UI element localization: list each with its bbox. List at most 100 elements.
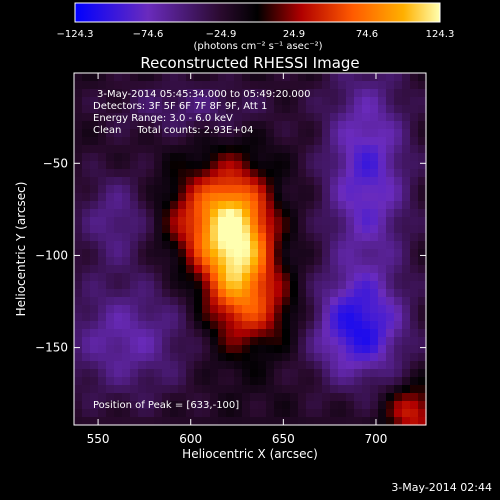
- heatmap-cell: [186, 121, 195, 130]
- heatmap-cell: [106, 297, 115, 306]
- heatmap-cell: [250, 377, 259, 386]
- heatmap-cell: [330, 97, 339, 106]
- heatmap-cell: [354, 89, 363, 98]
- heatmap-cell: [162, 137, 171, 146]
- heatmap-cell: [314, 161, 323, 170]
- heatmap-cell: [290, 257, 299, 266]
- heatmap-cell: [162, 169, 171, 178]
- heatmap-cell: [418, 105, 427, 114]
- heatmap-cell: [138, 401, 147, 410]
- heatmap-cell: [74, 209, 83, 218]
- heatmap-cell: [394, 281, 403, 290]
- heatmap-cell: [114, 417, 123, 426]
- heatmap-cell: [354, 249, 363, 258]
- heatmap-cell: [266, 297, 275, 306]
- heatmap-cell: [346, 153, 355, 162]
- heatmap-cell: [234, 161, 243, 170]
- heatmap-cell: [162, 313, 171, 322]
- heatmap-cell: [154, 329, 163, 338]
- heatmap-cell: [410, 153, 419, 162]
- heatmap-cell: [194, 369, 203, 378]
- y-axis-label: Heliocentric Y (arcsec): [14, 182, 28, 317]
- heatmap-cell: [258, 329, 267, 338]
- heatmap-cell: [194, 385, 203, 394]
- heatmap-cell: [154, 353, 163, 362]
- heatmap-cell: [314, 273, 323, 282]
- heatmap-cell: [378, 97, 387, 106]
- heatmap-cell: [242, 305, 251, 314]
- heatmap-cell: [362, 329, 371, 338]
- heatmap-cell: [378, 337, 387, 346]
- heatmap-cell: [282, 353, 291, 362]
- heatmap-cell: [234, 185, 243, 194]
- heatmap-cell: [146, 105, 155, 114]
- heatmap-cell: [378, 313, 387, 322]
- heatmap-cell: [170, 73, 179, 82]
- heatmap-cell: [82, 377, 91, 386]
- heatmap-cell: [274, 361, 283, 370]
- heatmap-cell: [82, 313, 91, 322]
- heatmap-cell: [386, 129, 395, 138]
- heatmap-cell: [98, 217, 107, 226]
- heatmap-cell: [386, 121, 395, 130]
- heatmap-cell: [418, 81, 427, 90]
- heatmap-cell: [138, 337, 147, 346]
- heatmap-cell: [74, 281, 83, 290]
- heatmap-cell: [274, 265, 283, 274]
- heatmap-cell: [242, 217, 251, 226]
- heatmap-cell: [218, 161, 227, 170]
- heatmap-cell: [314, 81, 323, 90]
- heatmap-cell: [146, 409, 155, 418]
- heatmap-cell: [298, 145, 307, 154]
- heatmap-cell: [298, 201, 307, 210]
- heatmap-cell: [250, 369, 259, 378]
- heatmap-cell: [314, 409, 323, 418]
- heatmap-cell: [386, 353, 395, 362]
- heatmap-cell: [338, 137, 347, 146]
- heatmap-cell: [418, 145, 427, 154]
- heatmap-cell: [402, 353, 411, 362]
- heatmap-cell: [418, 361, 427, 370]
- heatmap-cell: [90, 393, 99, 402]
- heatmap-cell: [346, 353, 355, 362]
- annotation-total-counts: Clean Total counts: 2.93E+04: [93, 125, 253, 136]
- heatmap-cell: [386, 153, 395, 162]
- heatmap-cell: [170, 393, 179, 402]
- heatmap-cell: [266, 273, 275, 282]
- heatmap-cell: [266, 145, 275, 154]
- heatmap-cell: [250, 241, 259, 250]
- heatmap-cell: [242, 185, 251, 194]
- heatmap-cell: [154, 249, 163, 258]
- heatmap-cell: [178, 361, 187, 370]
- heatmap-cell: [210, 217, 219, 226]
- heatmap-cell: [298, 81, 307, 90]
- heatmap-cell: [370, 241, 379, 250]
- heatmap-cell: [354, 201, 363, 210]
- heatmap-cell: [234, 129, 243, 138]
- heatmap-cell: [154, 153, 163, 162]
- heatmap-cell: [186, 81, 195, 90]
- heatmap-cell: [218, 377, 227, 386]
- heatmap-cell: [330, 145, 339, 154]
- x-axis-ticks: 550 600 650 700: [87, 73, 387, 446]
- heatmap-cell: [210, 329, 219, 338]
- heatmap-cell: [250, 217, 259, 226]
- heatmap-cell: [146, 249, 155, 258]
- heatmap-cell: [74, 161, 83, 170]
- heatmap-cell: [114, 97, 123, 106]
- heatmap-cell: [90, 217, 99, 226]
- heatmap-cell: [202, 281, 211, 290]
- heatmap-cell: [362, 89, 371, 98]
- heatmap-cell: [98, 105, 107, 114]
- heatmap-cell: [346, 321, 355, 330]
- heatmap-cell: [266, 265, 275, 274]
- heatmap-cell: [402, 217, 411, 226]
- heatmap-cell: [298, 137, 307, 146]
- heatmap-cell: [402, 241, 411, 250]
- heatmap-cell: [250, 361, 259, 370]
- heatmap-cell: [122, 97, 131, 106]
- heatmap-cell: [250, 313, 259, 322]
- colorbar-tick-label: 24.9: [283, 29, 305, 40]
- heatmap-cell: [298, 409, 307, 418]
- heatmap-cell: [242, 121, 251, 130]
